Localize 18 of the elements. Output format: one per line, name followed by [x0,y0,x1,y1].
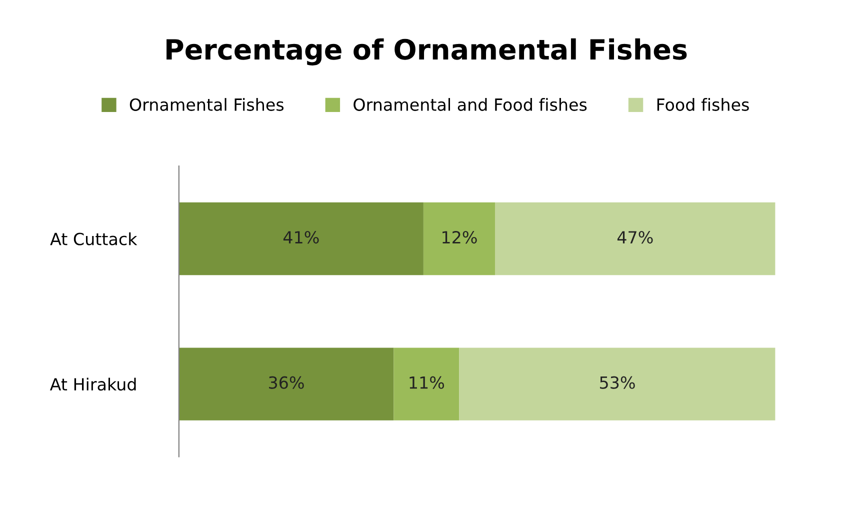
bar [394,348,460,420]
bar [423,202,496,276]
bar [495,202,776,276]
legend-label: Ornamental Fishes [130,98,284,111]
y-tick-label: At Cuttack [50,232,138,246]
data-label: 53% [600,376,635,389]
data-label: 47% [617,230,653,244]
data-label: 12% [442,230,477,244]
data-label: 36% [269,376,304,389]
data-label: 41% [283,230,319,244]
data-label: 11% [410,376,444,389]
bar [459,348,776,420]
legend-label: Food fishes [657,98,749,111]
y-tick-label: At Hirakud [50,378,136,391]
bar [178,202,424,276]
legend-label: Ornamental and Food fishes [354,98,587,111]
bar [178,348,394,420]
chart-title: Percentage of Ornamental Fishes [166,38,687,66]
